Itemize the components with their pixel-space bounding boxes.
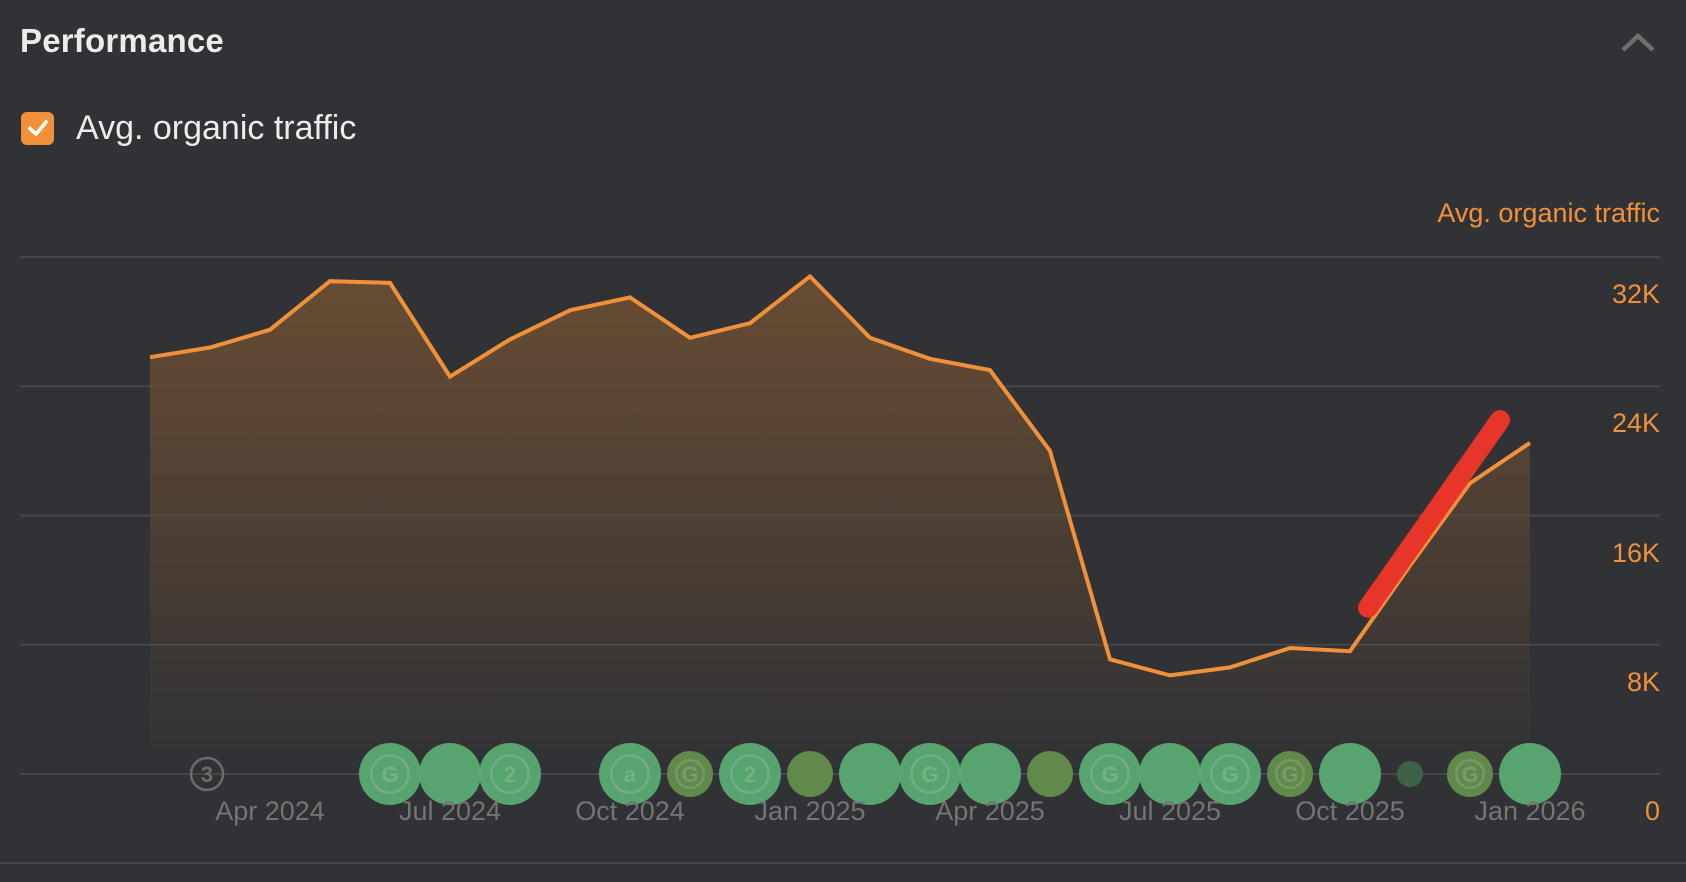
- event-marker[interactable]: [1397, 761, 1423, 787]
- event-marker[interactable]: a: [599, 743, 661, 805]
- x-tick-label: Jul 2025: [1118, 796, 1222, 826]
- event-marker[interactable]: [1027, 751, 1073, 797]
- google-update-icon: [370, 754, 410, 794]
- event-marker[interactable]: [1499, 743, 1561, 805]
- svg-text:G: G: [1101, 762, 1118, 787]
- svg-text:2: 2: [744, 762, 756, 787]
- event-marker[interactable]: 2: [719, 743, 781, 805]
- y-axis-title: Avg. organic traffic: [1437, 198, 1660, 228]
- event-marker[interactable]: [1139, 743, 1201, 805]
- svg-text:2: 2: [504, 762, 516, 787]
- legend-checkbox[interactable]: [21, 111, 54, 145]
- y-tick-label: 16K: [1611, 537, 1660, 568]
- checkmark-icon: [26, 119, 49, 137]
- event-marker[interactable]: 2: [479, 743, 541, 805]
- legend-toggle-avg-organic-traffic[interactable]: Avg. organic traffic: [21, 108, 356, 148]
- svg-text:G: G: [921, 762, 938, 787]
- trend-annotation-mark: [1358, 410, 1510, 618]
- event-marker[interactable]: G: [899, 743, 961, 805]
- svg-text:G: G: [1221, 762, 1238, 787]
- google-update-icon: [1274, 758, 1306, 790]
- x-tick-label: Jul 2024: [398, 796, 502, 826]
- y-tick-label: 0: [1644, 796, 1660, 826]
- event-badge-icon: [490, 754, 530, 794]
- traffic-area: [150, 276, 1530, 760]
- traffic-line: [149, 273, 1532, 678]
- x-tick-label: Apr 2025: [935, 796, 1045, 826]
- svg-text:a: a: [624, 762, 637, 787]
- y-tick-label: 24K: [1611, 408, 1660, 439]
- event-marker[interactable]: G: [1079, 743, 1141, 805]
- google-update-icon: [910, 754, 950, 794]
- x-tick-label: Oct 2024: [575, 796, 685, 826]
- svg-text:G: G: [381, 762, 398, 787]
- event-marker[interactable]: G: [667, 751, 713, 797]
- event-badge-icon: [610, 754, 650, 794]
- event-marker[interactable]: 3: [189, 756, 225, 792]
- event-badge-icon: [730, 754, 770, 794]
- event-marker[interactable]: [787, 751, 833, 797]
- event-count-label: 3: [201, 762, 213, 787]
- google-update-icon: [1210, 754, 1250, 794]
- event-marker[interactable]: G: [1199, 743, 1261, 805]
- legend-label: Avg. organic traffic: [76, 108, 357, 147]
- bottom-divider: [0, 862, 1686, 864]
- x-tick-label: Oct 2025: [1295, 796, 1405, 826]
- chevron-up-icon: [1621, 32, 1655, 52]
- x-tick-label: Jan 2026: [1474, 796, 1586, 826]
- svg-text:G: G: [1281, 762, 1298, 787]
- svg-text:G: G: [1461, 762, 1478, 787]
- event-marker[interactable]: [419, 743, 481, 805]
- x-tick-label: Jan 2025: [754, 796, 866, 826]
- event-marker[interactable]: G: [1447, 751, 1493, 797]
- y-tick-label: 8K: [1626, 666, 1660, 697]
- y-tick-label: 32K: [1611, 279, 1660, 309]
- google-update-icon: [1090, 754, 1130, 794]
- event-marker[interactable]: [1319, 743, 1381, 805]
- google-update-icon: [674, 758, 706, 790]
- collapse-button[interactable]: [1618, 28, 1658, 58]
- google-update-icon: [1454, 758, 1486, 790]
- svg-text:G: G: [681, 762, 698, 787]
- event-marker[interactable]: G: [1267, 751, 1313, 797]
- event-marker[interactable]: [839, 743, 901, 805]
- event-marker[interactable]: [959, 743, 1021, 805]
- event-marker[interactable]: G: [359, 743, 421, 805]
- x-tick-label: Apr 2024: [215, 796, 325, 826]
- section-title: Performance: [20, 22, 224, 59]
